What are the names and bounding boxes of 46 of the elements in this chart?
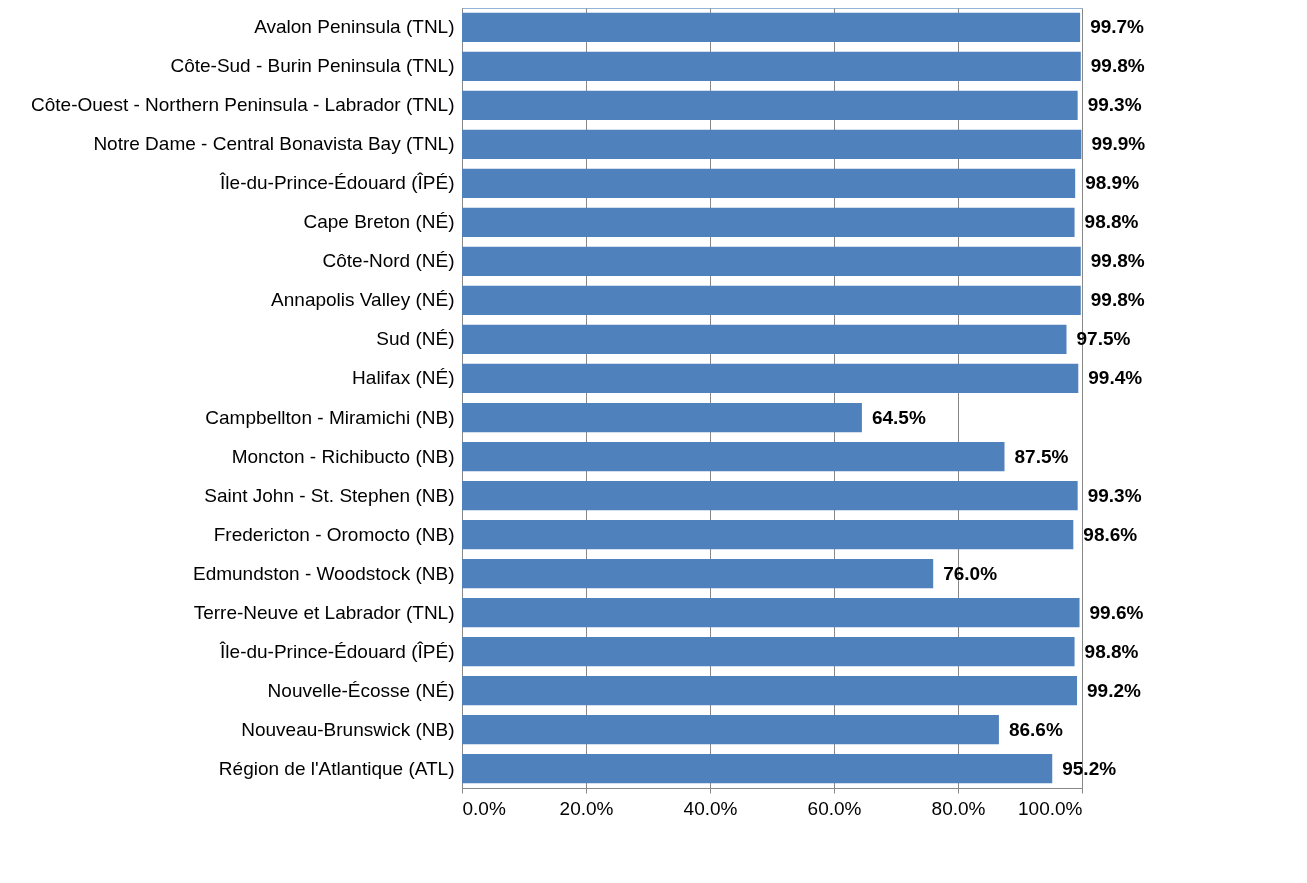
y-tick-label: Notre Dame - Central Bonavista Bay (TNL) bbox=[93, 133, 455, 155]
y-tick-label: Côte-Ouest - Northern Peninsula - Labrador (TNL) bbox=[31, 94, 455, 116]
y-tick-label: Nouvelle-Écosse (NÉ) bbox=[267, 679, 455, 701]
y-tick-label: Edmundston - Woodstock (NB) bbox=[192, 562, 455, 584]
data-label: 64.5% bbox=[871, 406, 926, 428]
y-tick-label: Avalon Peninsula (TNL) bbox=[254, 16, 455, 38]
y-tick-label: Nouveau-Brunswick (NB) bbox=[241, 718, 455, 740]
y-tick-label: Sud (NÉ) bbox=[376, 328, 455, 350]
data-label: 99.7% bbox=[1090, 16, 1145, 38]
data-label: 98.6% bbox=[1083, 523, 1138, 545]
y-tick-label: Campbellton - Miramichi (NB) bbox=[205, 406, 455, 428]
data-label: 87.5% bbox=[1014, 445, 1069, 467]
y-tick-label: Cape Breton (NÉ) bbox=[303, 211, 455, 233]
y-tick-label: Île-du-Prince-Édouard (ÎPÉ) bbox=[219, 640, 455, 662]
data-label: 98.9% bbox=[1085, 172, 1140, 194]
y-tick-label: Terre-Neuve et Labrador (TNL) bbox=[193, 601, 455, 623]
data-label: 95.2% bbox=[1062, 757, 1117, 779]
y-tick-label: Annapolis Valley (NÉ) bbox=[271, 289, 455, 311]
y-tick-label: Halifax (NÉ) bbox=[352, 367, 455, 389]
data-label: 86.6% bbox=[1008, 718, 1063, 740]
data-label: 98.8% bbox=[1084, 640, 1139, 662]
y-tick-label: Côte-Nord (NÉ) bbox=[322, 250, 455, 272]
x-tick-label: 80.0% bbox=[931, 797, 986, 819]
data-label: 99.4% bbox=[1088, 367, 1143, 389]
x-tick-label: 40.0% bbox=[683, 797, 738, 819]
data-label: 99.2% bbox=[1087, 679, 1142, 701]
data-label: 76.0% bbox=[943, 562, 998, 584]
y-tick-label: Côte-Sud - Burin Peninsula (TNL) bbox=[170, 55, 455, 77]
y-tick-label: Fredericton - Oromocto (NB) bbox=[213, 523, 455, 545]
data-label: 99.3% bbox=[1087, 484, 1142, 506]
data-label: 98.8% bbox=[1084, 211, 1139, 233]
data-label: 99.8% bbox=[1090, 55, 1145, 77]
x-tick-label: 20.0% bbox=[559, 797, 614, 819]
y-tick-label: Moncton - Richibucto (NB) bbox=[231, 445, 455, 467]
x-tick-label: 60.0% bbox=[807, 797, 862, 819]
y-tick-label: Région de l'Atlantique (ATL) bbox=[218, 757, 455, 779]
y-tick-label: Saint John - St. Stephen (NB) bbox=[204, 484, 455, 506]
y-tick-label: Île-du-Prince-Édouard (ÎPÉ) bbox=[219, 172, 455, 194]
x-tick-label: 0.0% bbox=[462, 797, 506, 819]
data-label: 97.5% bbox=[1076, 328, 1131, 350]
x-tick-label: 100.0% bbox=[1018, 797, 1083, 819]
data-label: 99.8% bbox=[1090, 250, 1145, 272]
data-label: 99.8% bbox=[1090, 289, 1145, 311]
data-label: 99.9% bbox=[1091, 133, 1146, 155]
data-label: 99.6% bbox=[1089, 601, 1144, 623]
data-label: 99.3% bbox=[1087, 94, 1142, 116]
